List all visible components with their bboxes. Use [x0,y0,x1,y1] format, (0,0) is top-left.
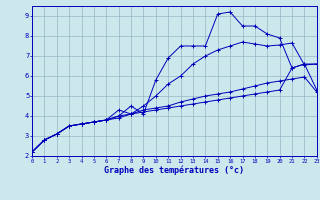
X-axis label: Graphe des températures (°c): Graphe des températures (°c) [104,165,244,175]
